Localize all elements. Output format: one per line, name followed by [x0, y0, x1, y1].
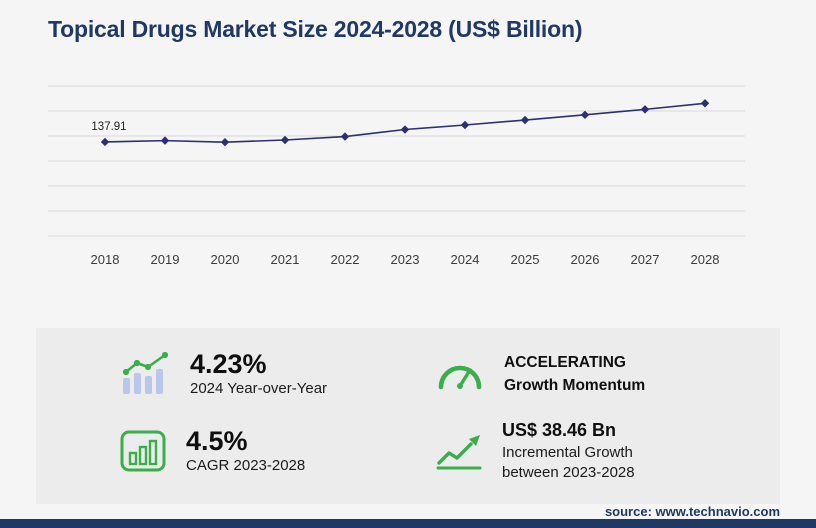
x-tick-label: 2025 [511, 252, 540, 267]
x-tick-label: 2027 [631, 252, 660, 267]
market-size-line-chart-svg: 137.91 2018 2019 2020 2021 2022 2023 2024 2025 20… [48, 85, 745, 267]
data-point-marker [700, 99, 710, 108]
data-point-marker [220, 137, 230, 147]
x-tick-label: 2023 [391, 252, 420, 267]
market-size-line-chart: 137.91 2018 2019 2020 2021 2022 2023 2024 2025 20… [48, 66, 748, 278]
incremental-value: US$ 38.46 Bn [502, 420, 617, 441]
x-tick-label: 2020 [211, 252, 240, 267]
point-value-label: 137.91 [91, 121, 126, 133]
stat-yoy-growth: 4.23% 2024 Year-over-Year [120, 342, 436, 406]
x-tick-label: 2028 [691, 252, 720, 267]
stat-growth-momentum: ACCELERATING Growth Momentum [436, 342, 752, 406]
x-tick-label: 2021 [271, 252, 300, 267]
incremental-label-line2: between 2023-2028 [502, 463, 635, 481]
data-point-marker [160, 136, 170, 145]
stat-cagr: 4.5% CAGR 2023-2028 [120, 412, 436, 490]
yoy-label: 2024 Year-over-Year [190, 380, 328, 398]
data-point-marker [100, 137, 110, 147]
data-point-marker [460, 120, 470, 130]
x-tick-label: 2018 [91, 252, 120, 267]
speedometer-icon [436, 357, 484, 391]
data-point-marker [400, 125, 410, 134]
x-tick-label: 2019 [151, 252, 180, 267]
rising-arrow-chart-icon [436, 431, 482, 471]
momentum-line1: ACCELERATING [504, 353, 626, 371]
x-tick-label: 2026 [571, 252, 600, 267]
data-point-marker [280, 135, 290, 145]
bottom-accent-bar [0, 519, 816, 528]
yoy-value: 4.23% [190, 348, 267, 379]
x-tick-label: 2024 [451, 252, 480, 267]
data-point-marker [580, 110, 590, 120]
data-point-marker [640, 105, 650, 114]
momentum-line2: Growth Momentum [504, 377, 646, 395]
cagr-label: CAGR 2023-2028 [186, 457, 306, 475]
stat-incremental-growth: US$ 38.46 Bn Incremental Growth between … [436, 412, 752, 490]
source-credit: source: www.technavio.com [604, 504, 780, 519]
data-point-marker [520, 115, 530, 125]
cagr-value: 4.5% [186, 425, 248, 456]
page-title: Topical Drugs Market Size 2024-2028 (US$… [48, 16, 583, 42]
stats-panel: 4.23% 2024 Year-over-Year ACCELERATING G… [36, 328, 780, 504]
data-point-marker [340, 132, 350, 141]
incremental-label-line1: Incremental Growth [502, 443, 633, 461]
bar-chart-trend-icon [120, 351, 170, 397]
x-tick-label: 2022 [331, 252, 360, 267]
framed-bar-chart-icon [120, 430, 166, 472]
